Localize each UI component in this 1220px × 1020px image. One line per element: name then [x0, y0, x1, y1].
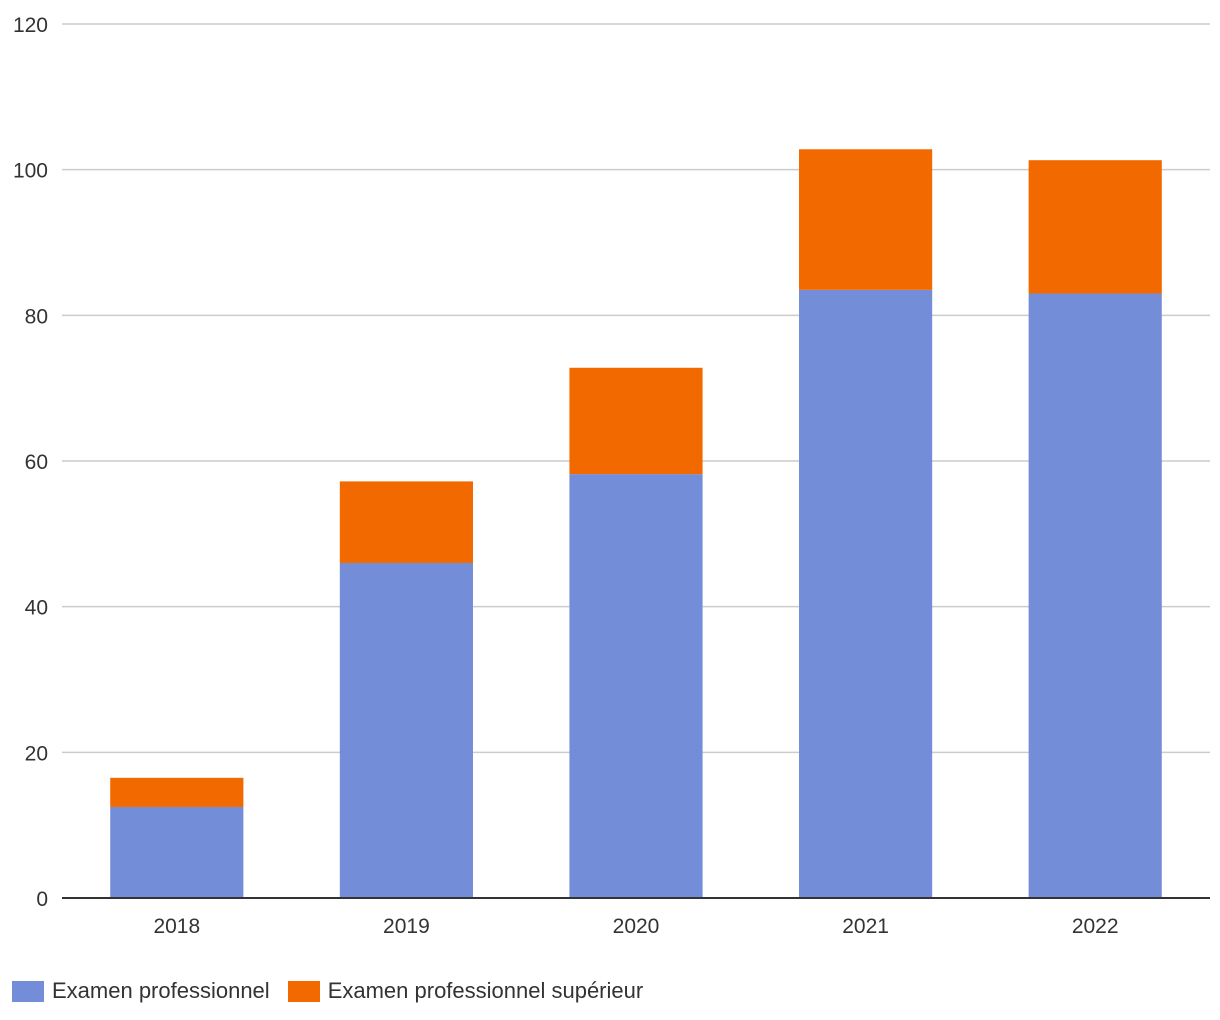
- bar-2020-series-0: [569, 474, 703, 898]
- bar-2020-series-1: [569, 367, 703, 475]
- y-tick-label: 120: [13, 14, 48, 37]
- bars: [110, 149, 1162, 898]
- bar-2021-series-1: [799, 149, 933, 290]
- x-tick-label: 2019: [383, 915, 430, 938]
- legend-item-examen-professionnel-superieur: Examen professionnel supérieur: [287, 978, 644, 1004]
- y-tick-label: 80: [25, 305, 48, 328]
- legend-swatch: [12, 980, 44, 1002]
- bar-2022-series-0: [1028, 293, 1162, 898]
- bar-2019-series-0: [339, 562, 473, 898]
- legend-swatch: [287, 980, 320, 1002]
- x-tick-labels: 2018 2019 2020 2021 2022: [153, 915, 1118, 938]
- bar-2018-series-0: [110, 806, 244, 898]
- x-tick-label: 2022: [1072, 915, 1119, 938]
- x-tick-label: 2020: [613, 915, 660, 938]
- legend: Examen professionnel Examen professionne…: [12, 978, 661, 1004]
- bar-2019-series-1: [339, 481, 473, 563]
- y-tick-label: 60: [25, 451, 48, 474]
- legend-label: Examen professionnel supérieur: [327, 978, 644, 1003]
- x-tick-label: 2021: [842, 915, 889, 938]
- bar-2018-series-1: [110, 777, 244, 807]
- y-tick-label: 40: [25, 597, 48, 620]
- y-tick-label: 20: [25, 742, 48, 765]
- legend-label: Examen professionnel: [52, 978, 270, 1003]
- bar-2021-series-0: [799, 289, 933, 898]
- bar-2022-series-1: [1028, 160, 1162, 294]
- y-tick-labels: 0 20 40 60 80 100 120: [13, 14, 48, 911]
- legend-item-examen-professionnel: Examen professionnel: [12, 978, 270, 1004]
- x-tick-label: 2018: [153, 915, 200, 938]
- y-tick-label: 100: [13, 160, 48, 183]
- y-tick-label: 0: [36, 888, 48, 911]
